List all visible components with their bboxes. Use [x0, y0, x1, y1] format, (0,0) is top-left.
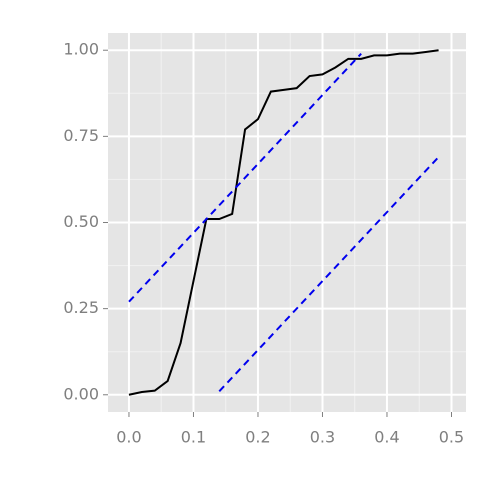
y-tick-label: 0.75 [63, 126, 99, 145]
x-tick-label: 0.2 [245, 428, 270, 447]
y-tick-label: 0.25 [63, 298, 99, 317]
y-tick-label: 1.00 [63, 40, 99, 59]
x-tick-label: 0.1 [181, 428, 206, 447]
y-tick-label: 0.50 [63, 212, 99, 231]
x-tick-label: 0.5 [439, 428, 464, 447]
x-tick-label: 0.3 [310, 428, 335, 447]
data-line [128, 49, 439, 396]
x-tick-label: 0.0 [116, 428, 141, 447]
y-tick-label: 0.00 [63, 384, 99, 403]
x-tick-label: 0.4 [374, 428, 399, 447]
dashed-line [218, 156, 440, 393]
dashed-line [128, 52, 362, 303]
